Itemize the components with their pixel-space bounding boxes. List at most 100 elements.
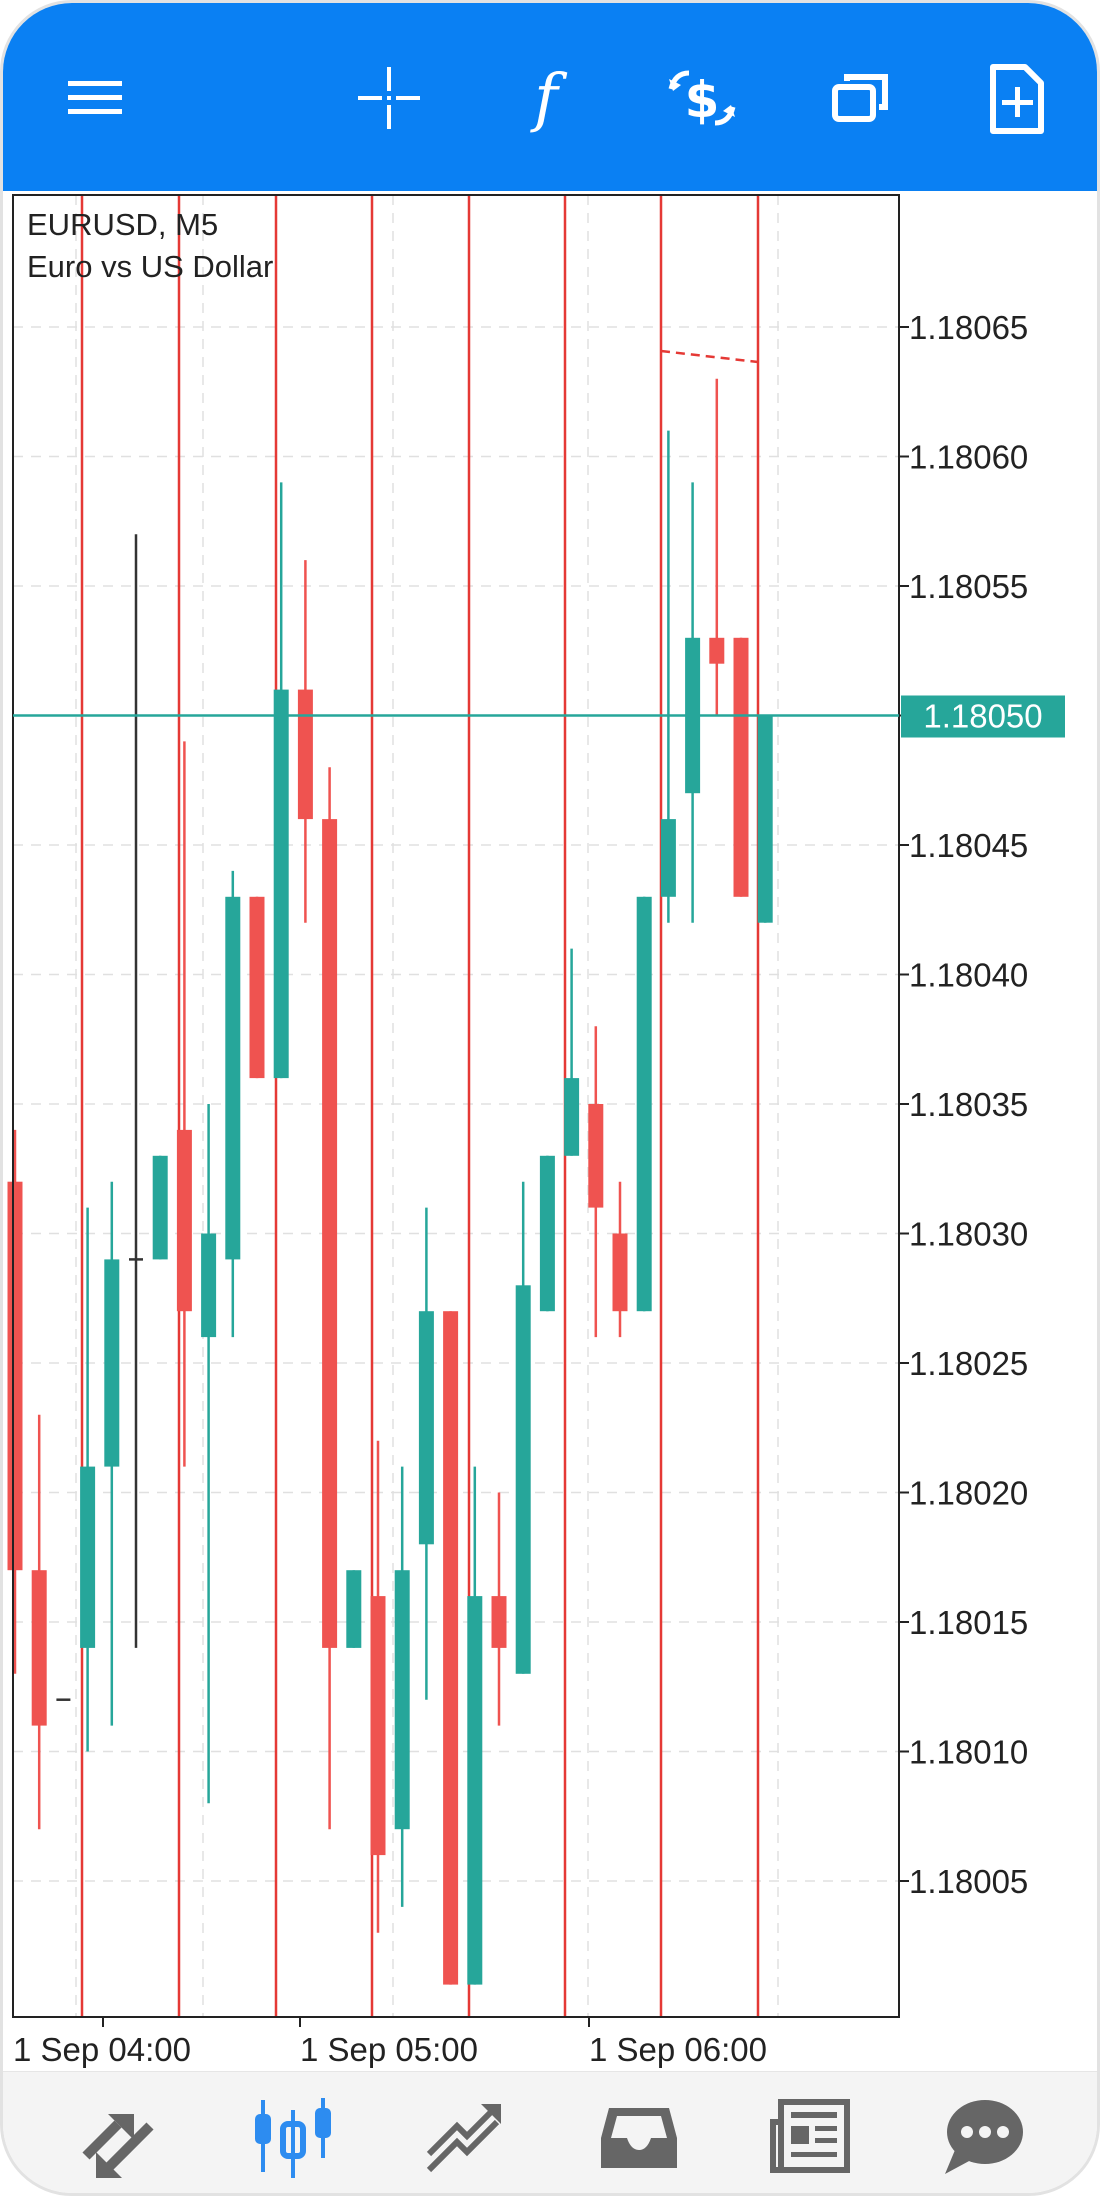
nav-trade[interactable] (423, 2094, 507, 2178)
indicators-icon: f (530, 61, 568, 135)
candle (322, 767, 338, 1830)
price-tick-label: 1.18055 (909, 568, 1028, 605)
candle (297, 560, 313, 923)
top-toolbar: f $ (3, 3, 1097, 191)
candle-body (297, 689, 313, 820)
candle (80, 1207, 96, 1752)
price-tick-label: 1.18025 (909, 1345, 1028, 1382)
candle (467, 1466, 483, 1985)
candle-body (515, 1285, 531, 1674)
candle (539, 1155, 555, 1312)
candle-body (660, 819, 676, 897)
candle-body (709, 637, 725, 664)
candle-body (31, 1570, 47, 1726)
candle-body (176, 1129, 192, 1312)
vertical-lines (80, 195, 760, 2017)
svg-text:$: $ (685, 71, 720, 129)
candle (273, 482, 289, 1079)
candle-body (564, 1078, 580, 1156)
candle (346, 1570, 362, 1648)
price-tick-label: 1.18045 (909, 827, 1028, 864)
price-axis: 1.180651.180601.180551.180501.180451.180… (899, 309, 1028, 1900)
candle-body (104, 1259, 120, 1467)
quotes-icon (82, 2114, 154, 2178)
candle (31, 1414, 47, 1830)
candle (7, 1129, 23, 1674)
trade-button[interactable]: $ (657, 53, 747, 143)
price-tick-label: 1.18020 (909, 1475, 1028, 1512)
candle (612, 1181, 628, 1338)
candle (225, 870, 241, 1338)
trade-icon (426, 2104, 501, 2173)
candle (443, 1311, 459, 1985)
candle-body (201, 1233, 217, 1338)
candle-body (346, 1570, 362, 1648)
crosshair-button[interactable] (344, 53, 434, 143)
candle-body (249, 896, 265, 1079)
candle (515, 1181, 531, 1674)
news-icon (770, 2099, 850, 2173)
time-tick-label: 1 Sep 04:00 (13, 2031, 191, 2068)
bid-price-label: 1.18050 (923, 698, 1042, 735)
nav-news[interactable] (769, 2094, 853, 2178)
candle-body (394, 1570, 410, 1830)
candle (491, 1492, 507, 1726)
candle-body (225, 896, 241, 1260)
candle-body (733, 637, 749, 897)
candles (7, 378, 773, 1985)
new-object-button[interactable] (971, 53, 1061, 143)
plot-border (12, 194, 900, 2018)
candle-body (757, 715, 773, 923)
candle (660, 430, 676, 923)
candle-body (467, 1596, 483, 1985)
price-tick-label: 1.18065 (909, 309, 1028, 346)
candle-body (273, 689, 289, 1079)
candle-body (539, 1155, 555, 1312)
candle-body (443, 1311, 459, 1985)
chat-icon (945, 2100, 1023, 2174)
nav-history[interactable] (597, 2094, 681, 2178)
nav-chat[interactable] (941, 2094, 1025, 2178)
price-tick-label: 1.18060 (909, 439, 1028, 476)
new-object-icon (990, 64, 1044, 134)
time-axis: 1 Sep 04:00 1 Sep 05:00 1 Sep 06:00 (13, 2017, 767, 2068)
chart-canvas[interactable]: EURUSD, M5 Euro vs US Dollar 1.18065 1.18… (3, 191, 1097, 2071)
price-tick-label: 1.18010 (909, 1734, 1028, 1771)
price-tick-label: 1.18035 (909, 1086, 1028, 1123)
candle (104, 1181, 120, 1726)
bid-price-badge (901, 695, 1065, 738)
candle (394, 1466, 410, 1907)
candle-body (636, 896, 652, 1312)
candle (757, 715, 773, 923)
time-tick-label: 1 Sep 05:00 (300, 2031, 478, 2068)
crosshair-icon (358, 67, 420, 129)
candle (418, 1207, 434, 1700)
price-tick-label: 1.18015 (909, 1604, 1028, 1641)
nav-chart[interactable] (251, 2094, 335, 2178)
price-tick-label: 1.18005 (909, 1863, 1028, 1900)
candle (564, 948, 580, 1156)
chart-symbol: EURUSD, M5 (27, 207, 218, 242)
candle-body (491, 1596, 507, 1648)
price-tick-label: 1.18040 (909, 957, 1028, 994)
candle (176, 741, 192, 1467)
candle (733, 637, 749, 897)
candle-body (612, 1233, 628, 1312)
history-icon (601, 2108, 677, 2168)
price-chart[interactable]: EURUSD, M5 Euro vs US Dollar 1.18065 1.18… (3, 191, 1097, 2071)
candle-body (588, 1104, 604, 1208)
indicators-button[interactable]: f (501, 53, 591, 143)
candle (152, 1155, 168, 1260)
window-icon (832, 74, 888, 122)
candle (201, 1104, 217, 1804)
candle-body (370, 1596, 386, 1856)
menu-button[interactable] (50, 53, 140, 143)
chart-icon (255, 2098, 331, 2178)
nav-quotes[interactable] (78, 2094, 162, 2178)
window-button[interactable] (815, 53, 905, 143)
candle-body (152, 1155, 168, 1260)
svg-text:f: f (530, 61, 568, 135)
candle (636, 896, 652, 1312)
candle (370, 1440, 386, 1933)
